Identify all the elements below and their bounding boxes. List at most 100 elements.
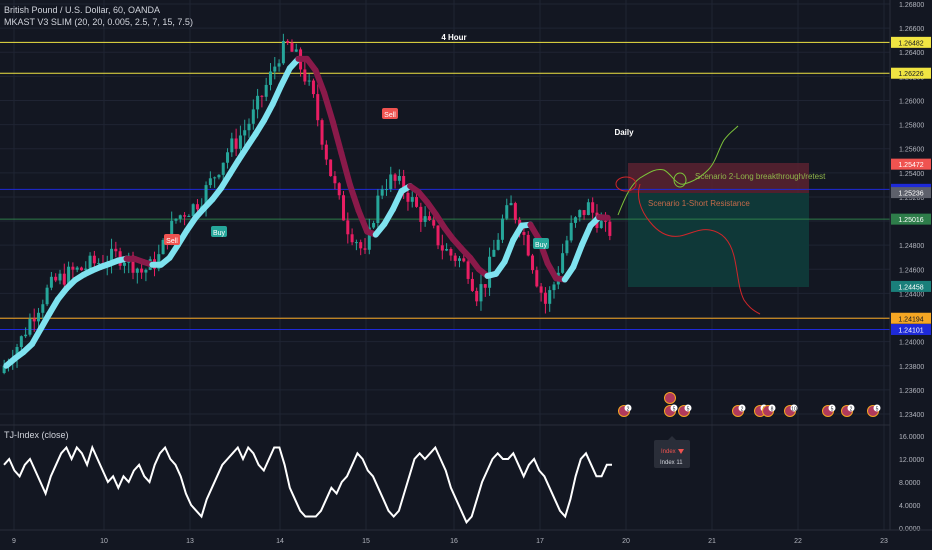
short-risk-zone	[628, 163, 809, 193]
event-badge[interactable]: 8	[762, 404, 776, 417]
candle	[337, 182, 341, 200]
index-tick-label: 8.0000	[899, 480, 921, 487]
tj-index-line	[3, 444, 612, 525]
candle	[251, 99, 255, 130]
resistance-circle	[615, 176, 637, 192]
candle	[393, 173, 397, 189]
candle	[561, 243, 565, 274]
candle	[58, 269, 62, 285]
event-badge[interactable]: 2	[732, 404, 746, 417]
price-label-text: 1.26226	[898, 71, 923, 78]
candle	[565, 235, 569, 256]
trend-up-segment	[389, 188, 405, 213]
candle	[307, 74, 311, 86]
candle	[247, 118, 251, 138]
signal-buy-1: Buy	[211, 226, 227, 237]
flag-icon[interactable]	[664, 392, 676, 404]
signal-sell-2: Sell	[382, 108, 398, 119]
candle	[260, 95, 264, 108]
price-tick-label: 1.26800	[899, 2, 924, 9]
candle	[213, 176, 217, 188]
candle	[204, 181, 208, 217]
candle	[526, 231, 530, 257]
time-tick-label: 22	[794, 538, 802, 545]
trend-up-segment	[269, 82, 285, 108]
candle	[62, 263, 66, 288]
price-tick-label: 1.24800	[899, 243, 924, 250]
candle	[350, 228, 354, 246]
candle	[513, 201, 517, 224]
price-label-text: 1.24194	[898, 316, 923, 323]
candle	[49, 271, 53, 291]
price-label-orange: 1.24194	[891, 312, 931, 324]
candle	[531, 253, 535, 274]
event-badge[interactable]: 5	[867, 404, 881, 417]
candle	[582, 210, 586, 220]
trend-up-segment	[501, 237, 517, 265]
candles	[2, 33, 612, 375]
time-axis-ticks[interactable]: 9 10 13 14 15 16 17 20 21 22 23	[12, 538, 888, 545]
price-label-yellow: 1.26226	[891, 67, 931, 79]
event-badge-count: 10	[791, 407, 797, 413]
candle	[217, 174, 221, 180]
candle	[79, 266, 83, 271]
candle	[333, 171, 337, 190]
candle	[586, 198, 590, 216]
candle	[432, 216, 436, 229]
price-tick-label: 1.25400	[899, 171, 924, 178]
scenario-short-curve	[637, 183, 761, 315]
candle	[346, 212, 350, 244]
candle	[415, 192, 419, 208]
time-tick-label: 9	[12, 538, 16, 545]
sub-indicator-title[interactable]: TJ-Index (close)	[4, 430, 69, 440]
level-lines	[0, 41, 890, 330]
event-badge-count: 5	[673, 407, 676, 413]
candle	[466, 256, 470, 284]
event-badge[interactable]: 5	[678, 404, 692, 417]
time-tick-label: 10	[100, 538, 108, 545]
candle	[406, 188, 410, 211]
candle	[273, 57, 277, 80]
candle	[449, 247, 453, 261]
candle	[187, 214, 191, 218]
candle	[19, 335, 23, 353]
price-labels: 1.264821.262261.254721.252631.252361.250…	[891, 36, 931, 335]
candle	[320, 118, 324, 150]
candle	[32, 308, 36, 332]
candle	[548, 286, 552, 312]
signal-sell-2-text: Sell	[384, 112, 396, 119]
retest-circle	[673, 172, 687, 188]
price-tick-label: 1.26600	[899, 26, 924, 33]
symbol-title[interactable]: British Pound / U.S. Dollar, 60, OANDA	[4, 5, 161, 15]
candle	[71, 262, 75, 278]
event-badge-count: 2	[850, 407, 853, 413]
signal-buy-2-text: Buy	[535, 242, 548, 249]
event-badge[interactable]: 5	[822, 404, 836, 417]
trend-up-segment	[578, 222, 594, 248]
candle	[436, 225, 440, 250]
event-badges[interactable]: 25522810525	[618, 392, 881, 417]
event-badge[interactable]: 2	[618, 404, 632, 417]
candle	[45, 284, 49, 307]
candle	[114, 241, 118, 258]
price-tick-label: 1.23800	[899, 364, 924, 371]
candle	[294, 43, 298, 53]
time-tick-label: 20	[622, 538, 630, 545]
price-tick-label: 1.25600	[899, 147, 924, 154]
indicator-title[interactable]: MKAST V3 SLIM (20, 20, 0.005, 2.5, 7, 15…	[4, 17, 193, 27]
candle	[144, 268, 148, 282]
annotation-scenario-2: Scenario 2-Long breakthrough/retest	[695, 172, 826, 181]
event-badge[interactable]: 10	[784, 404, 798, 417]
price-axis[interactable]	[890, 0, 932, 550]
candle	[354, 239, 358, 251]
candle	[41, 299, 45, 319]
event-badge-count: 8	[771, 407, 774, 413]
tooltip-line2: Index 11	[660, 460, 683, 466]
price-label-blue: 1.24101	[891, 323, 931, 335]
event-badge[interactable]: 5	[664, 404, 678, 417]
event-badge[interactable]: 2	[841, 404, 855, 417]
time-tick-label: 15	[362, 538, 370, 545]
candle	[569, 215, 573, 243]
price-tick-label: 1.24600	[899, 267, 924, 274]
